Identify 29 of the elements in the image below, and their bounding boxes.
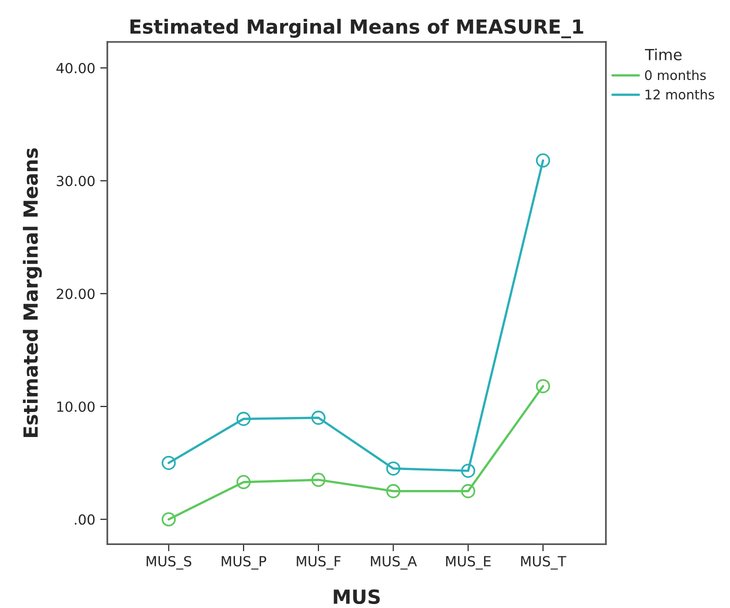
point [162,456,176,470]
point [536,153,550,168]
legend-label: 0 months [645,70,706,80]
point [311,472,326,487]
point [386,484,400,498]
point [386,461,400,476]
x-tick-label: MUS_S [146,556,192,570]
point [162,512,176,526]
y-tick-label: .00 [74,514,95,525]
point [461,484,476,498]
point [536,379,550,394]
x-tick-label: MUS_F [296,556,341,570]
y-axis-title: Estimated Marginal Means [22,148,42,438]
x-tick-label: MUS_E [446,556,491,570]
point [311,410,326,425]
x-tick-label: MUS_P [222,556,266,570]
chart-title: Estimated Marginal Means of MEASURE_1 [130,18,584,38]
x-tick-label: MUS_T [521,556,566,570]
point [236,412,251,426]
y-tick-label: 30.00 [56,176,95,186]
x-tick-label: MUS_A [370,556,417,570]
legend-title: Time [644,48,682,60]
y-tick-label: 40.00 [56,62,95,74]
x-axis-title: MUS [334,589,380,604]
point [236,475,251,490]
point [461,464,476,478]
legend-label: 12 months [646,89,714,100]
y-tick-label: 10.00 [57,401,95,412]
y-tick-label: 20.00 [56,288,95,300]
